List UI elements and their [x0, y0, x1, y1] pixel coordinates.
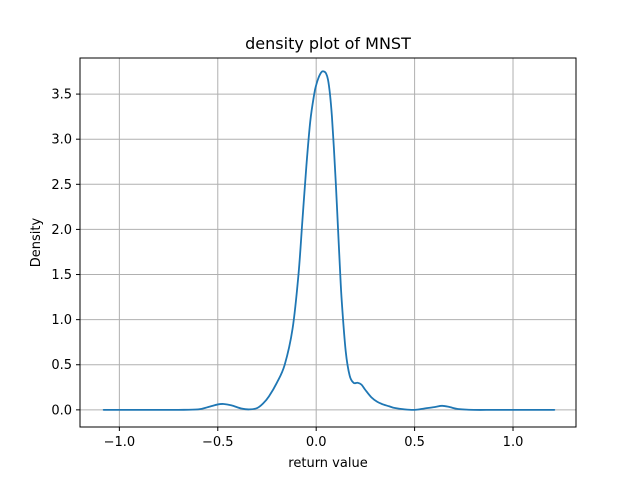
x-tick-label-3: 0.5 [404, 435, 425, 450]
chart-title: density plot of MNST [245, 34, 411, 53]
y-tick-label-6: 3.0 [51, 133, 72, 148]
y-axis-title: Density [29, 217, 44, 267]
x-tick-label-4: 1.0 [503, 435, 524, 450]
plot-frame [79, 57, 577, 428]
x-axis-title: return value [288, 456, 367, 471]
x-tick-label-1: −0.5 [202, 435, 234, 450]
y-tick-label-3: 1.5 [51, 268, 72, 283]
y-tick-label-7: 3.5 [51, 88, 72, 103]
y-tick-label-1: 0.5 [51, 358, 72, 373]
y-tick-label-5: 2.5 [51, 178, 72, 193]
series-layer [102, 70, 556, 411]
x-tick-label-0: −1.0 [104, 435, 136, 450]
y-tick-label-0: 0.0 [51, 403, 72, 418]
x-tick-label-2: 0.0 [306, 435, 327, 450]
y-tick-label-2: 1.0 [51, 313, 72, 328]
y-tick-label-4: 2.0 [51, 223, 72, 238]
density-line-0 [102, 70, 556, 411]
ticks-layer: −1.0 −0.5 0.0 0.5 1.0 0.0 0.5 1.0 1.5 2.0 2.5 3.0 3.… [51, 88, 523, 450]
